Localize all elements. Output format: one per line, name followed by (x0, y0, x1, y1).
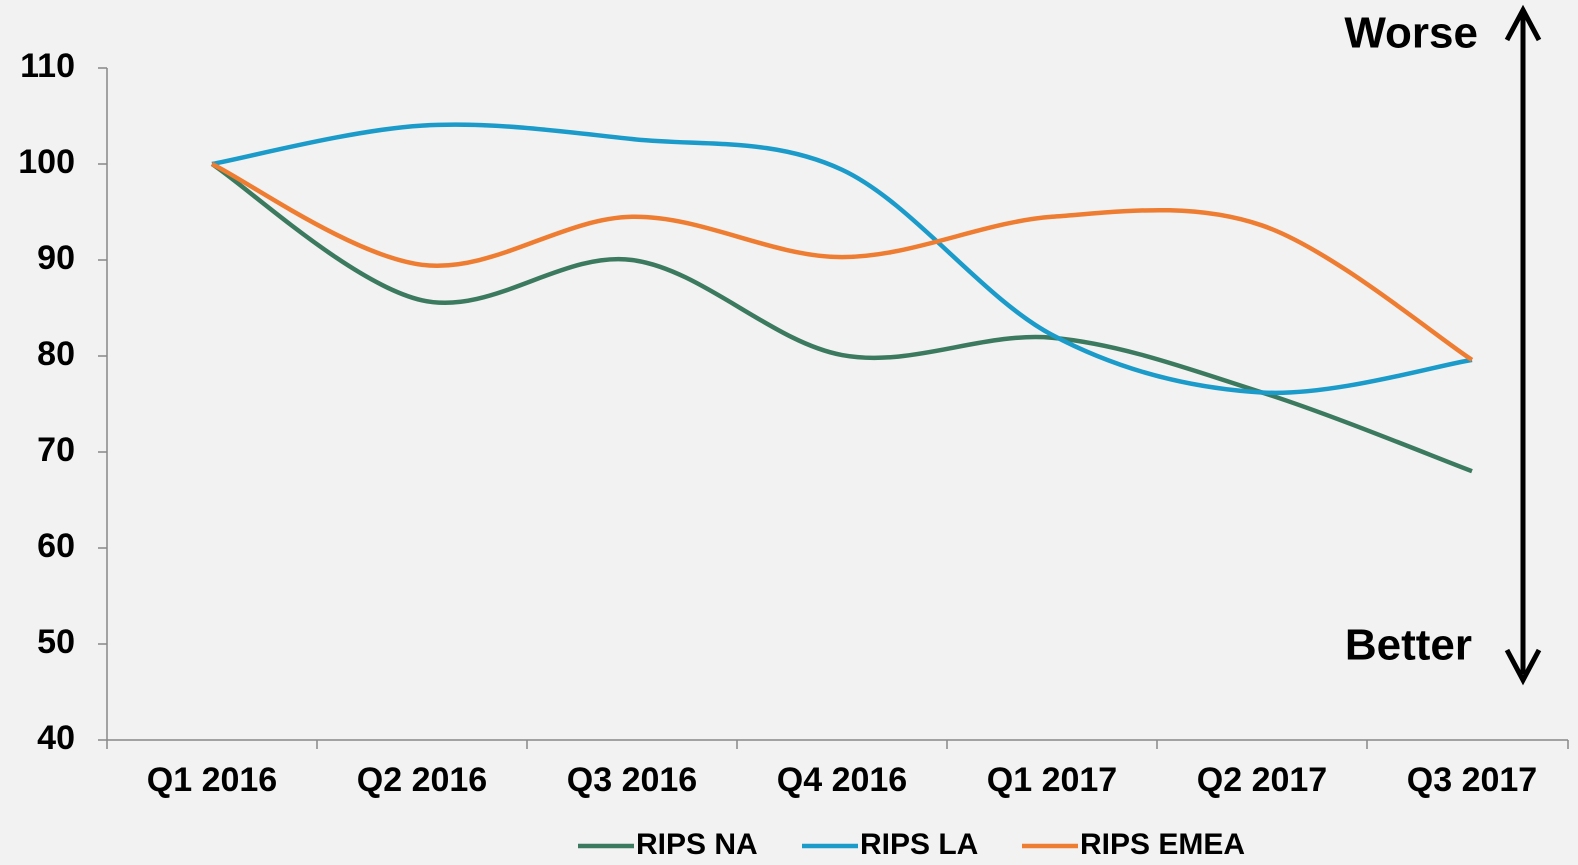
x-tick-label: Q2 2016 (357, 761, 487, 799)
y-tick-label: 40 (37, 719, 75, 757)
x-tick-label: Q3 2016 (567, 761, 697, 799)
y-tick-label: 110 (20, 47, 75, 85)
x-tick-label: Q1 2016 (147, 761, 277, 799)
annotation: Worse (1344, 9, 1478, 58)
line (211, 161, 1474, 362)
legend-label: RIPS EMEA (1080, 828, 1245, 861)
x-tick-label: Q1 2017 (987, 761, 1117, 799)
x-tick-label: Q3 2017 (1407, 761, 1537, 799)
y-tick-label: 50 (37, 623, 75, 661)
legend-label: RIPS NA (636, 828, 758, 861)
annotation: Better (1345, 621, 1472, 670)
legend-label: RIPS LA (860, 828, 978, 861)
x-tick-label: Q4 2016 (777, 761, 907, 799)
y-tick-label: 70 (37, 431, 75, 469)
y-tick-label: 80 (37, 335, 75, 373)
x-tick-label: Q2 2017 (1197, 761, 1327, 799)
y-tick-label: 60 (37, 527, 75, 565)
arrow (1504, 4, 1542, 686)
line (211, 122, 1473, 396)
y-tick-label: 90 (37, 239, 75, 277)
y-tick-label: 100 (18, 143, 75, 181)
